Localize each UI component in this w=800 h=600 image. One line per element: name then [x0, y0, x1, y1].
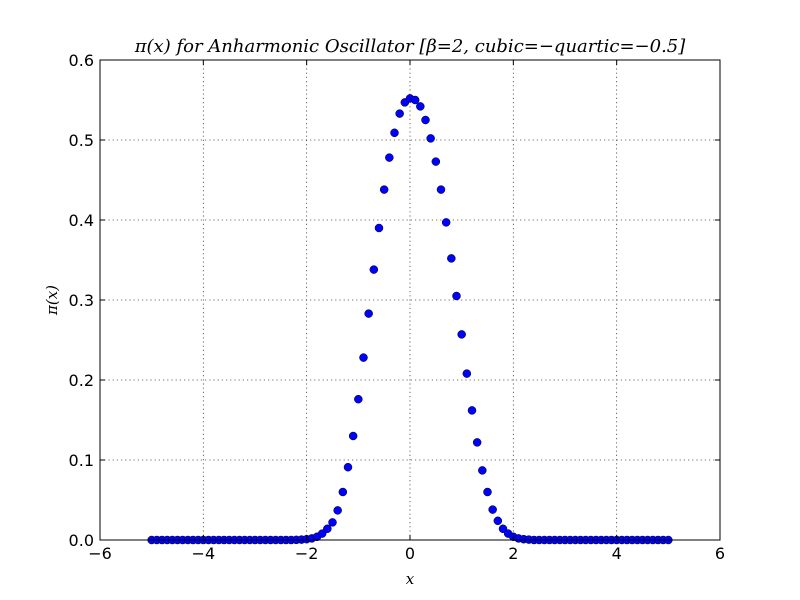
data-point: [323, 524, 332, 534]
x-tick-label: −6: [88, 544, 112, 563]
data-point: [431, 157, 441, 166]
x-tick-label: 2: [508, 544, 518, 563]
chart-title: π(x) for Anharmonic Oscillator [β=2, cub…: [134, 36, 687, 57]
x-tick-label: −4: [192, 544, 216, 563]
data-point: [447, 254, 456, 263]
y-tick-label: 0.0: [69, 531, 94, 550]
data-point: [457, 330, 466, 339]
axis-ticks: [99, 59, 721, 541]
data-point: [421, 115, 430, 125]
data-point: [328, 518, 337, 527]
data-point: [390, 128, 399, 138]
x-tick-label: 0: [405, 544, 415, 563]
x-axis-label: x: [406, 570, 415, 588]
data-point: [426, 134, 435, 143]
data-point: [416, 102, 425, 111]
data-point: [472, 438, 482, 447]
data-point: [359, 353, 368, 362]
data-point: [452, 291, 461, 301]
y-tick-label: 0.4: [69, 211, 94, 230]
data-point: [467, 406, 477, 415]
data-point: [395, 109, 404, 118]
y-tick-label: 0.3: [69, 291, 94, 310]
y-tick-label: 0.5: [69, 131, 94, 150]
y-tick-label: 0.6: [69, 51, 94, 70]
x-tick-label: 4: [612, 544, 622, 563]
data-point: [462, 369, 472, 378]
data-point: [369, 265, 379, 274]
data-point: [385, 153, 394, 162]
y-tick-label: 0.1: [69, 451, 94, 470]
x-tick-label: 6: [715, 544, 725, 563]
y-tick-label: 0.2: [69, 371, 94, 390]
data-point: [478, 466, 487, 475]
data-point: [338, 487, 348, 497]
data-point: [343, 462, 353, 472]
data-point: [493, 516, 503, 526]
data-point: [374, 223, 384, 233]
data-point: [364, 309, 373, 318]
data-point: [348, 431, 358, 441]
grid: [99, 59, 721, 541]
data-point: [354, 394, 363, 404]
tick-labels: −6 −4 −2 0 2 4 6 0.0 0.1 0.2 0.3 0.4 0.5 0.6: [69, 51, 726, 563]
x-tick-label: −2: [295, 544, 319, 563]
data-point: [488, 505, 497, 514]
data-point: [483, 487, 492, 497]
y-axis-label: π(x): [43, 285, 61, 316]
data-point: [410, 95, 420, 105]
data-point: [441, 218, 451, 227]
data-point: [379, 185, 389, 194]
data-point: [436, 185, 446, 194]
data-point: [333, 506, 342, 515]
